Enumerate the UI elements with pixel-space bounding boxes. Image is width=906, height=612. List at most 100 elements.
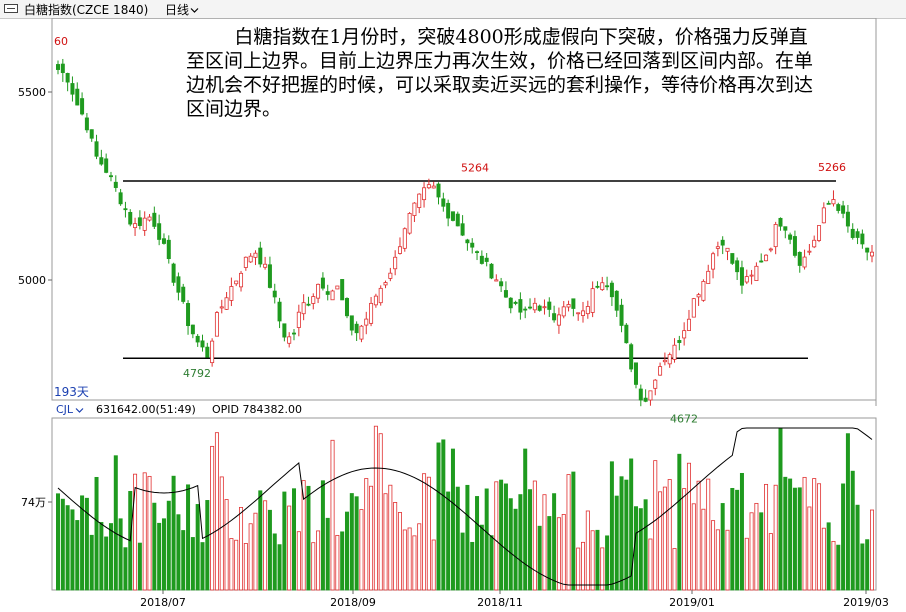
volume-bar bbox=[205, 500, 210, 591]
volume-bar bbox=[788, 478, 793, 591]
candle-body bbox=[137, 217, 142, 226]
candle-body bbox=[590, 288, 595, 313]
candle-body bbox=[566, 304, 571, 308]
volume-bar bbox=[292, 488, 297, 591]
candle-body bbox=[214, 312, 219, 337]
candle-body bbox=[778, 217, 783, 227]
volume-bar bbox=[706, 478, 711, 591]
candle-body bbox=[99, 157, 104, 165]
volume-bar bbox=[513, 508, 518, 591]
candle-body bbox=[706, 270, 711, 284]
extreme-label: 4672 bbox=[670, 412, 698, 425]
candle-body bbox=[234, 280, 239, 285]
volume-bar bbox=[499, 479, 504, 591]
candle-body bbox=[407, 213, 412, 234]
indicator-selector[interactable]: CJL bbox=[56, 403, 84, 416]
volume-bar bbox=[104, 536, 109, 591]
volume-bar bbox=[836, 544, 841, 591]
candle-body bbox=[239, 272, 244, 288]
volume-bar bbox=[359, 509, 364, 591]
candle-body bbox=[349, 315, 354, 331]
volume-bar bbox=[817, 483, 822, 591]
volume-bar bbox=[373, 425, 378, 591]
volume-bar bbox=[152, 502, 157, 591]
candle-body bbox=[200, 340, 205, 348]
volume-bar bbox=[812, 478, 817, 591]
volume-bar bbox=[475, 496, 480, 591]
candle-body bbox=[537, 305, 542, 311]
candle-body bbox=[571, 298, 576, 309]
extreme-label: 5264 bbox=[461, 162, 489, 175]
candle-body bbox=[629, 344, 634, 370]
volume-bar bbox=[629, 458, 634, 591]
volume-bar bbox=[672, 548, 677, 591]
volume-bar bbox=[393, 502, 398, 591]
candle-body bbox=[292, 332, 297, 335]
chevron-down-icon[interactable] bbox=[75, 407, 84, 414]
candle-body bbox=[518, 299, 523, 313]
candle-body bbox=[643, 397, 648, 402]
volume-bar bbox=[301, 480, 306, 591]
candle-body bbox=[542, 306, 547, 309]
candle-body bbox=[552, 313, 557, 321]
candle-body bbox=[84, 117, 89, 131]
volume-bar bbox=[369, 485, 374, 591]
candle-body bbox=[547, 301, 552, 310]
volume-bar bbox=[667, 479, 672, 591]
candle-body bbox=[248, 255, 253, 263]
volume-bar bbox=[711, 520, 716, 591]
volume-bar bbox=[330, 439, 335, 591]
period-label: 日线 bbox=[165, 3, 190, 17]
candle-body bbox=[272, 290, 277, 298]
candle-body bbox=[817, 225, 822, 241]
volume-bar bbox=[600, 547, 605, 591]
candle-body bbox=[600, 282, 605, 291]
volume-bar bbox=[749, 512, 754, 591]
candle-body bbox=[422, 187, 427, 201]
volume-bar bbox=[267, 509, 272, 591]
candle-body bbox=[821, 207, 826, 224]
volume-bar bbox=[344, 511, 349, 591]
candle-body bbox=[614, 290, 619, 311]
volume-bar bbox=[730, 487, 735, 591]
candle-body bbox=[267, 264, 272, 288]
volume-bar bbox=[595, 529, 600, 591]
x-tick-label: 2019/01 bbox=[669, 596, 715, 609]
volume-bar bbox=[518, 494, 523, 591]
volume-bar bbox=[422, 473, 427, 591]
volume-bar bbox=[686, 462, 691, 591]
candle-body bbox=[161, 238, 166, 244]
volume-bar bbox=[725, 529, 730, 591]
candle-body bbox=[253, 252, 258, 258]
volume-bar bbox=[455, 486, 460, 591]
candle-body bbox=[658, 366, 663, 376]
candle-body bbox=[325, 291, 330, 295]
candle-body bbox=[287, 336, 292, 344]
candle-body bbox=[340, 279, 345, 301]
volume-bar bbox=[465, 484, 470, 591]
candle-body bbox=[393, 256, 398, 270]
days-count: 193天 bbox=[54, 385, 89, 399]
candle-body bbox=[744, 276, 749, 283]
candle-body bbox=[118, 192, 123, 205]
volume-bar bbox=[234, 539, 239, 591]
period-selector[interactable]: 日线 bbox=[165, 1, 199, 18]
candle-body bbox=[128, 211, 133, 225]
volume-bar bbox=[239, 506, 244, 591]
volume-bar bbox=[137, 542, 142, 591]
volume-bar bbox=[417, 523, 422, 591]
volume-bar bbox=[142, 472, 147, 591]
candle-body bbox=[335, 285, 340, 290]
candle-body bbox=[850, 228, 855, 238]
candle-body bbox=[576, 312, 581, 315]
volume-bar bbox=[407, 527, 412, 591]
candle-body bbox=[783, 226, 788, 231]
volume-bar bbox=[123, 547, 128, 591]
volume-bar bbox=[296, 531, 301, 591]
volume-bar bbox=[186, 484, 191, 591]
candle-body bbox=[89, 129, 94, 139]
chevron-down-icon[interactable] bbox=[190, 7, 199, 14]
volume-bar bbox=[614, 495, 619, 591]
candle-body bbox=[764, 254, 769, 262]
candle-body bbox=[219, 306, 224, 309]
